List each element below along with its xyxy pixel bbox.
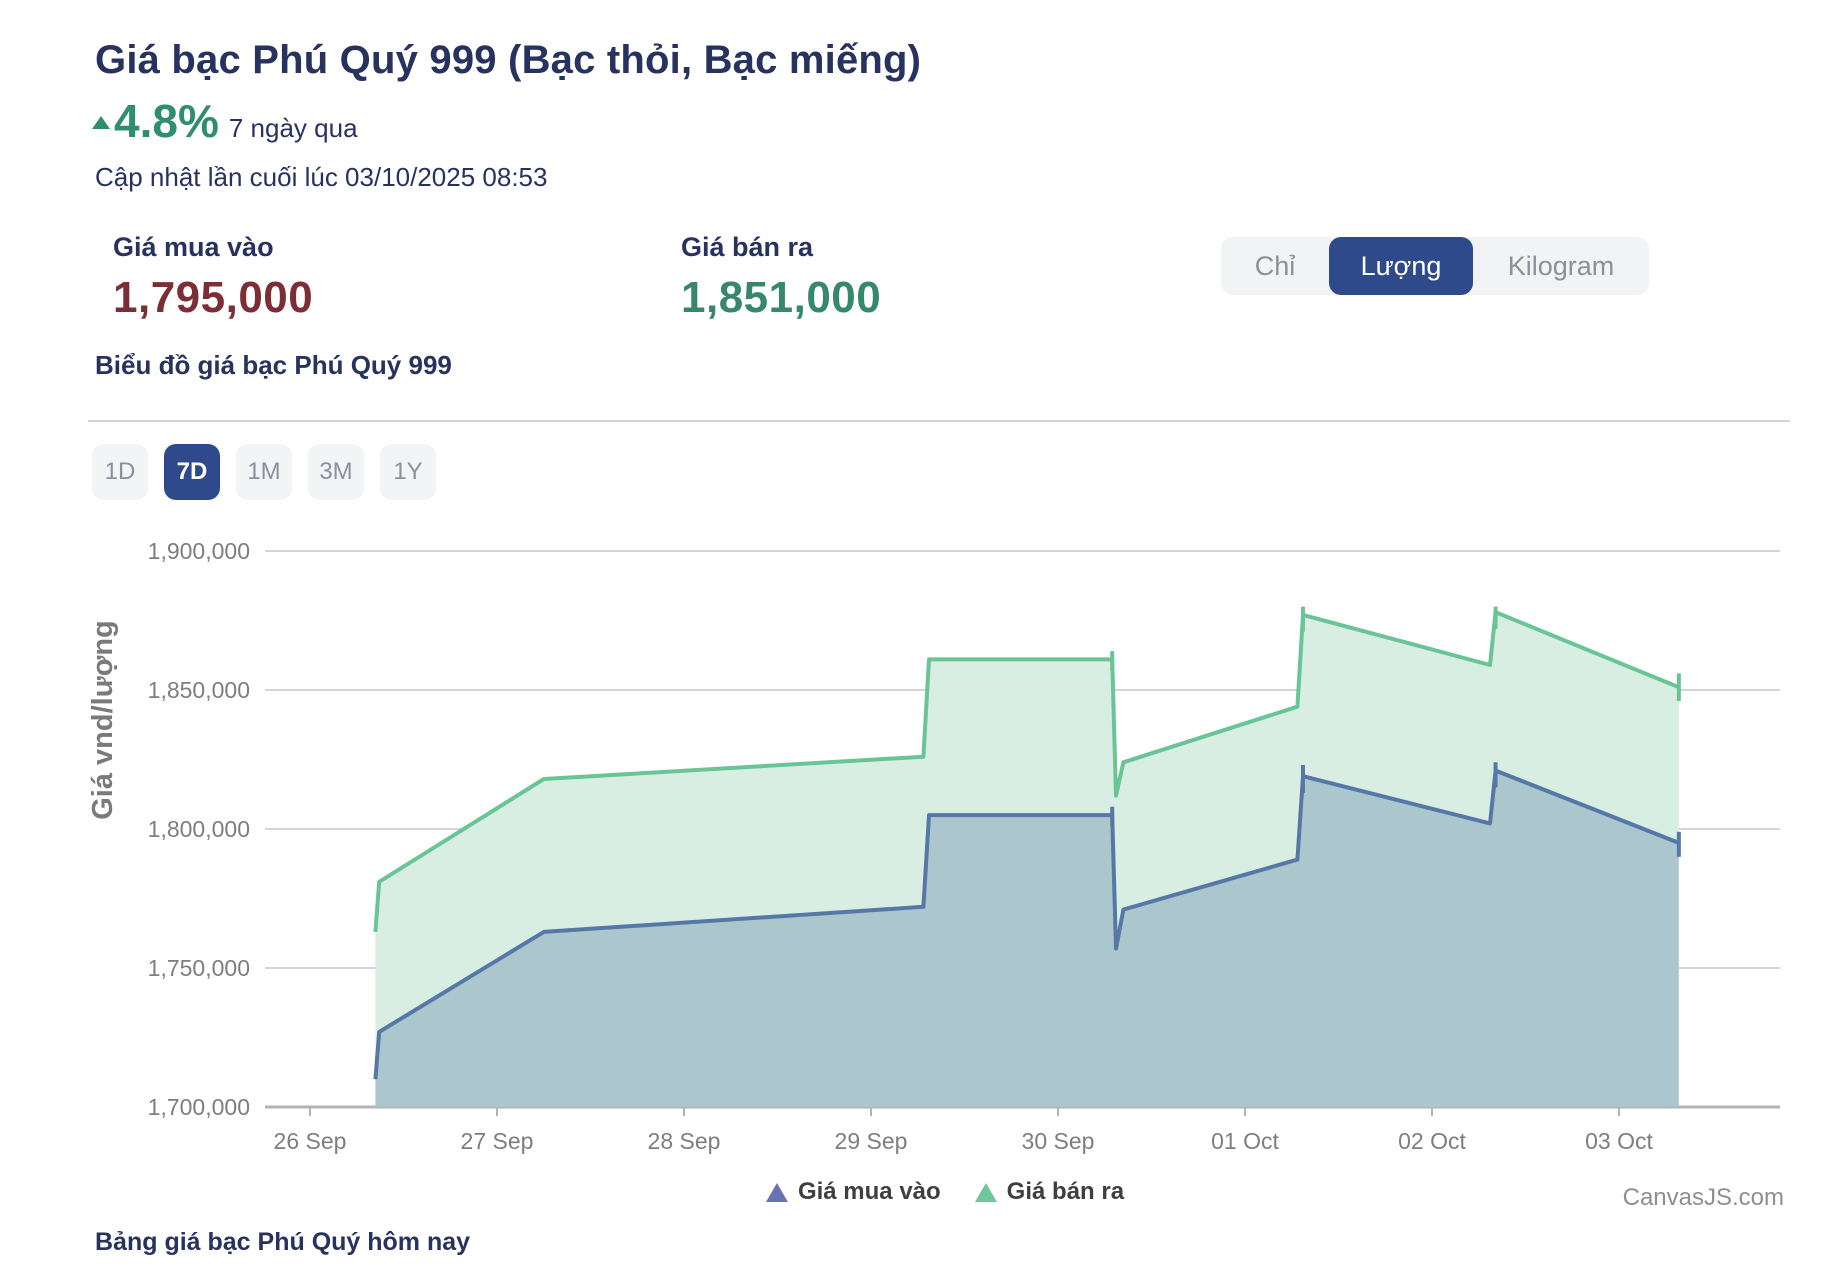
- y-axis-title: Giá vnd/lượng: [87, 620, 119, 820]
- y-axis-tick-label: 1,750,000: [148, 955, 250, 981]
- y-axis-tick-label: 1,700,000: [148, 1094, 250, 1120]
- x-axis-tick-label: 28 Sep: [648, 1128, 721, 1154]
- toggle-option-kilogram[interactable]: Kilogram: [1507, 250, 1615, 281]
- legend-label-sell: Giá bán ra: [1006, 1178, 1125, 1205]
- buy-price-block: Giá mua vào 1,795,000: [113, 232, 313, 323]
- buy-price-value: 1,795,000: [113, 273, 314, 322]
- sell-price-value: 1,851,000: [681, 273, 882, 322]
- series-line-sell: [373, 610, 1680, 933]
- x-axis-tick-label: 30 Sep: [1022, 1128, 1095, 1154]
- sell-price-label: Giá bán ra: [681, 232, 814, 262]
- x-axis-tick-label: 03 Oct: [1585, 1128, 1653, 1154]
- x-axis-tick-label: 01 Oct: [1211, 1128, 1279, 1154]
- series-area-sell: [375, 612, 1679, 1107]
- legend-item-sell[interactable]: Giá bán ra: [974, 1178, 1125, 1206]
- up-arrow-icon: [92, 115, 110, 129]
- change-period: 7 ngày qua: [228, 112, 358, 143]
- x-axis-tick-label: 29 Sep: [835, 1128, 908, 1154]
- range-button-1m[interactable]: 1M: [236, 444, 292, 500]
- chart-svg[interactable]: 1,700,000 1,750,000 1,800,000 1,850,000 1,90…: [80, 515, 1800, 1175]
- divider: [88, 420, 1790, 422]
- canvasjs-credit[interactable]: CanvasJS.com: [1622, 1184, 1784, 1211]
- footer-link[interactable]: Bảng giá bạc Phú Quý hôm nay: [95, 1228, 471, 1256]
- last-updated: Cập nhật lần cuối lúc 03/10/2025 08:53: [95, 162, 548, 192]
- x-axis-tick-label: 02 Oct: [1398, 1128, 1466, 1154]
- page-title: Giá bạc Phú Quý 999 (Bạc thỏi, Bạc miếng…: [95, 38, 922, 82]
- chart-legend: Giá mua vào Giá bán ra: [765, 1178, 1125, 1206]
- unit-toggle: Chỉ Lượng Kilogram: [1221, 237, 1649, 295]
- series-line-buy: [373, 768, 1680, 1080]
- legend-item-buy[interactable]: Giá mua vào: [765, 1178, 941, 1206]
- x-axis-tick-label: 26 Sep: [274, 1128, 347, 1154]
- sell-price-block: Giá bán ra 1,851,000: [681, 232, 881, 323]
- range-button-1y[interactable]: 1Y: [380, 444, 436, 500]
- y-axis-tick-label: 1,850,000: [148, 677, 250, 703]
- price-change: 4.8% 7 ngày qua: [92, 98, 358, 144]
- chart-section-title: Biểu đồ giá bạc Phú Quý 999: [95, 350, 452, 380]
- range-button-7d[interactable]: 7D: [164, 444, 220, 500]
- buy-series-triangle-icon: [765, 1182, 788, 1202]
- price-chart[interactable]: 1,700,000 1,750,000 1,800,000 1,850,000 1,90…: [80, 515, 1800, 1175]
- y-axis-tick-label: 1,800,000: [148, 816, 250, 842]
- series-area-buy: [375, 770, 1679, 1107]
- change-percent: 4.8%: [114, 95, 219, 147]
- range-button-3m[interactable]: 3M: [308, 444, 364, 500]
- range-buttons: 1D 7D 1M 3M 1Y: [92, 444, 436, 500]
- y-axis-tick-label: 1,900,000: [148, 538, 250, 564]
- buy-price-label: Giá mua vào: [113, 232, 274, 262]
- legend-label-buy: Giá mua vào: [797, 1178, 941, 1205]
- range-button-1d[interactable]: 1D: [92, 444, 148, 500]
- toggle-option-luong[interactable]: Lượng: [1329, 237, 1473, 295]
- toggle-option-chi[interactable]: Chỉ: [1254, 250, 1296, 281]
- x-axis-tick-label: 27 Sep: [461, 1128, 534, 1154]
- sell-series-triangle-icon: [974, 1182, 997, 1202]
